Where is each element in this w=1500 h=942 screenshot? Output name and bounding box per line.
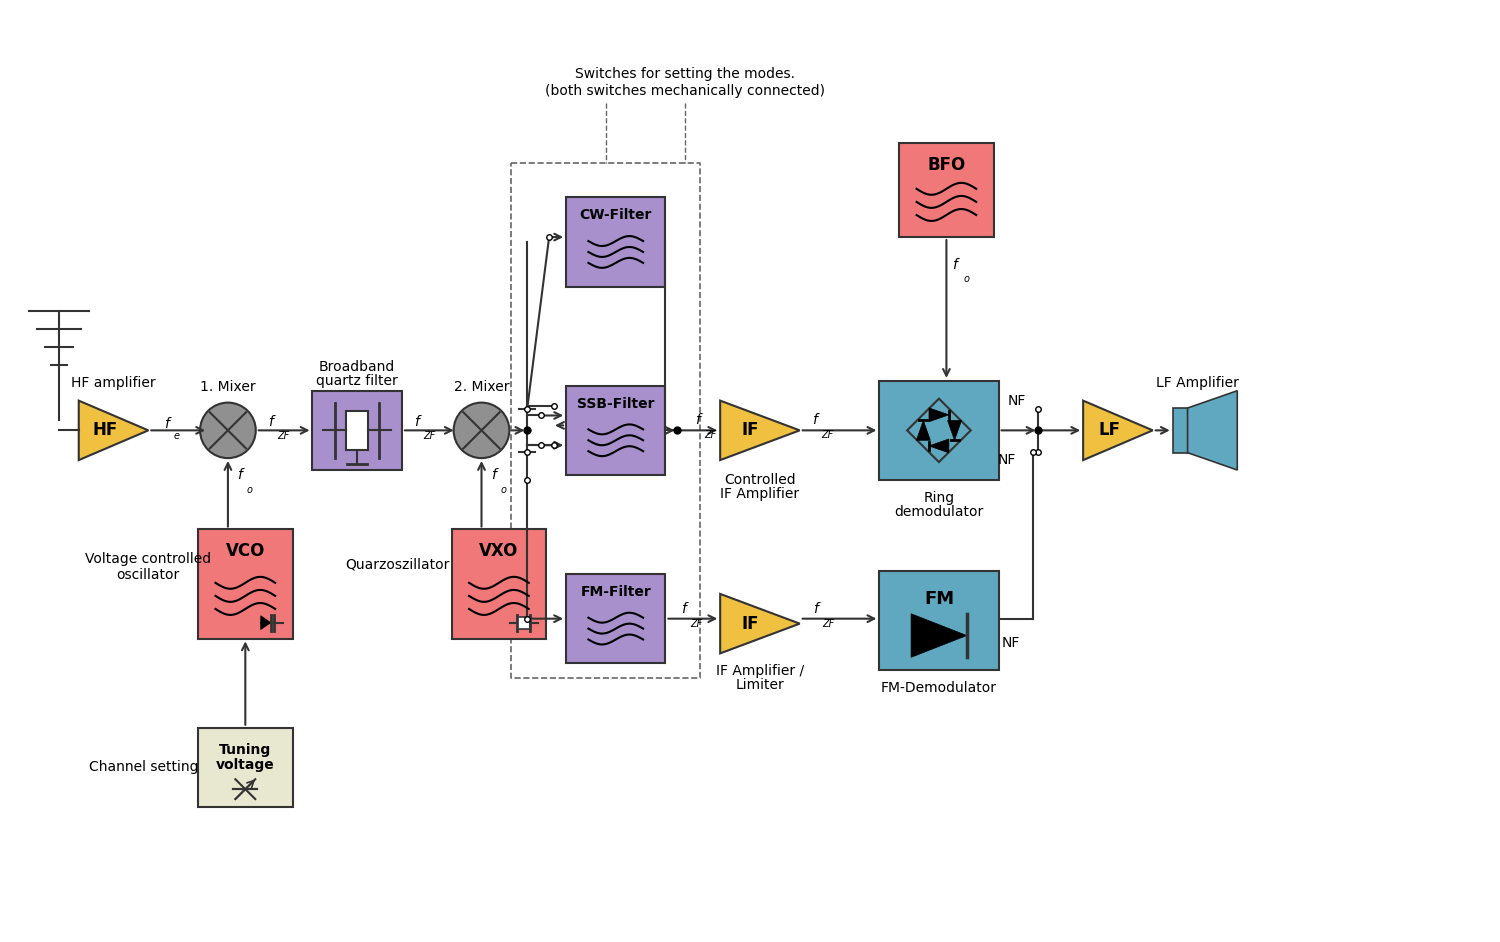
Polygon shape — [908, 398, 970, 463]
Bar — [519, 617, 530, 628]
Text: f: f — [414, 415, 420, 430]
Text: Tuning: Tuning — [219, 742, 272, 756]
Text: f: f — [812, 414, 818, 428]
Bar — [312, 391, 402, 470]
Text: IF Amplifier: IF Amplifier — [720, 487, 800, 501]
Bar — [346, 411, 368, 450]
Bar — [879, 381, 999, 479]
Bar — [198, 529, 292, 639]
Text: SSB-Filter: SSB-Filter — [578, 397, 654, 411]
Text: f: f — [268, 415, 273, 430]
Text: LF Amplifier: LF Amplifier — [1156, 376, 1239, 390]
Text: Controlled: Controlled — [724, 473, 796, 487]
Text: CW-Filter: CW-Filter — [579, 208, 652, 222]
Bar — [1173, 408, 1188, 453]
Text: 2. Mixer: 2. Mixer — [453, 380, 509, 394]
Text: (both switches mechanically connected): (both switches mechanically connected) — [546, 85, 825, 98]
Text: ZF: ZF — [822, 619, 834, 628]
Text: Broadband: Broadband — [320, 360, 396, 374]
Text: 1. Mixer: 1. Mixer — [200, 380, 255, 394]
Text: f: f — [694, 414, 699, 428]
Text: e: e — [172, 431, 178, 441]
Text: VCO: VCO — [225, 543, 266, 560]
Text: ZF: ZF — [423, 431, 436, 441]
Text: Channel setting: Channel setting — [88, 760, 198, 774]
Text: NF: NF — [1002, 637, 1020, 651]
Text: f: f — [164, 417, 168, 431]
Text: HF amplifier: HF amplifier — [70, 376, 156, 390]
Text: o: o — [963, 274, 969, 284]
Bar — [879, 571, 999, 670]
Text: HF: HF — [93, 421, 118, 439]
Polygon shape — [928, 408, 950, 422]
Text: FM-Filter: FM-Filter — [580, 585, 651, 599]
Bar — [566, 386, 666, 475]
Polygon shape — [1083, 400, 1152, 460]
Text: oscillator: oscillator — [117, 568, 180, 582]
Text: ZF: ZF — [690, 619, 702, 628]
Text: o: o — [248, 485, 254, 495]
Bar — [898, 143, 993, 237]
Polygon shape — [720, 593, 800, 654]
Bar — [566, 574, 666, 663]
Text: IF Amplifier /: IF Amplifier / — [716, 664, 804, 678]
Text: NF: NF — [998, 453, 1016, 467]
Text: f: f — [813, 602, 818, 616]
Polygon shape — [928, 439, 950, 453]
Text: BFO: BFO — [927, 155, 966, 173]
Text: ZF: ZF — [822, 430, 834, 440]
Text: VXO: VXO — [478, 543, 519, 560]
Circle shape — [200, 402, 256, 458]
Text: FM: FM — [924, 590, 954, 608]
Circle shape — [453, 402, 510, 458]
Text: Voltage controlled: Voltage controlled — [86, 552, 212, 566]
Polygon shape — [916, 420, 930, 440]
Text: ZF: ZF — [278, 431, 290, 441]
Text: Switches for setting the modes.: Switches for setting the modes. — [576, 67, 795, 81]
Polygon shape — [720, 400, 800, 460]
Polygon shape — [1188, 391, 1237, 470]
Text: Quarzoszillator: Quarzoszillator — [345, 557, 448, 571]
Text: f: f — [237, 468, 243, 482]
Bar — [198, 728, 292, 807]
Text: quartz filter: quartz filter — [316, 374, 398, 388]
Text: IF: IF — [741, 614, 759, 633]
Text: LF: LF — [1098, 421, 1120, 439]
Text: f: f — [952, 258, 957, 272]
Text: ZF: ZF — [704, 430, 717, 440]
Text: Limiter: Limiter — [735, 678, 784, 692]
Text: Ring: Ring — [924, 491, 954, 505]
Text: f: f — [681, 602, 686, 616]
Polygon shape — [78, 400, 148, 460]
Text: FM-Demodulator: FM-Demodulator — [880, 681, 998, 695]
Text: voltage: voltage — [216, 758, 274, 772]
Polygon shape — [910, 614, 968, 658]
Text: o: o — [501, 485, 507, 495]
Text: demodulator: demodulator — [894, 505, 984, 519]
Polygon shape — [948, 420, 962, 440]
Bar — [452, 529, 546, 639]
Text: IF: IF — [741, 421, 759, 439]
Text: f: f — [490, 468, 496, 482]
Bar — [566, 198, 666, 286]
Polygon shape — [261, 616, 270, 629]
Text: NF: NF — [1008, 394, 1026, 408]
